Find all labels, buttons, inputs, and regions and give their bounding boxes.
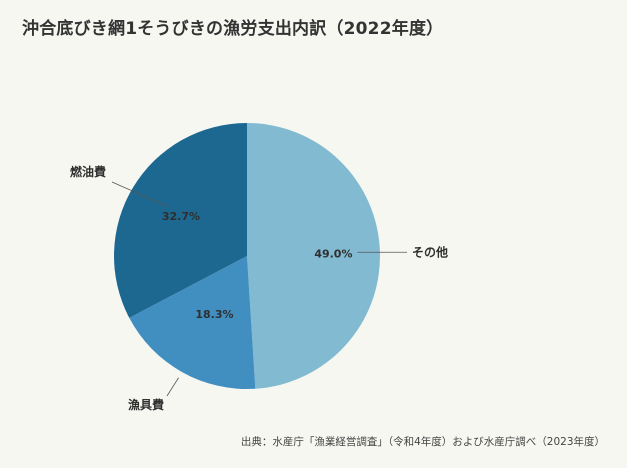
pie-slice-other <box>247 123 380 389</box>
pie-slice-fuel <box>113 123 248 318</box>
percent-label-fishing-gear: 18.3% <box>195 308 233 321</box>
percent-label-other: 49.0% <box>314 247 352 260</box>
chart-title: 沖合底びき網1そうびきの漁労支出内訳（2022年度） <box>22 19 444 39</box>
category-label-fuel: 燃油費 <box>70 164 106 179</box>
leader-line-fuel <box>111 181 168 207</box>
category-label-other: その他 <box>412 244 448 259</box>
leader-line-fishing-gear <box>166 377 179 397</box>
pie-slices <box>113 123 380 389</box>
source-note: 出典：水産庁「漁業経営調査」（令和4年度）および水産庁調べ（2023年度） <box>240 436 605 448</box>
leader-lines <box>111 181 407 397</box>
pie-slice-fishing-gear <box>129 256 256 389</box>
pie-labels: 49.0% その他 18.3% 漁具費 32.7% 燃油費 <box>70 164 448 412</box>
percent-label-fuel: 32.7% <box>162 210 200 223</box>
category-label-fishing-gear: 漁具費 <box>128 397 164 412</box>
